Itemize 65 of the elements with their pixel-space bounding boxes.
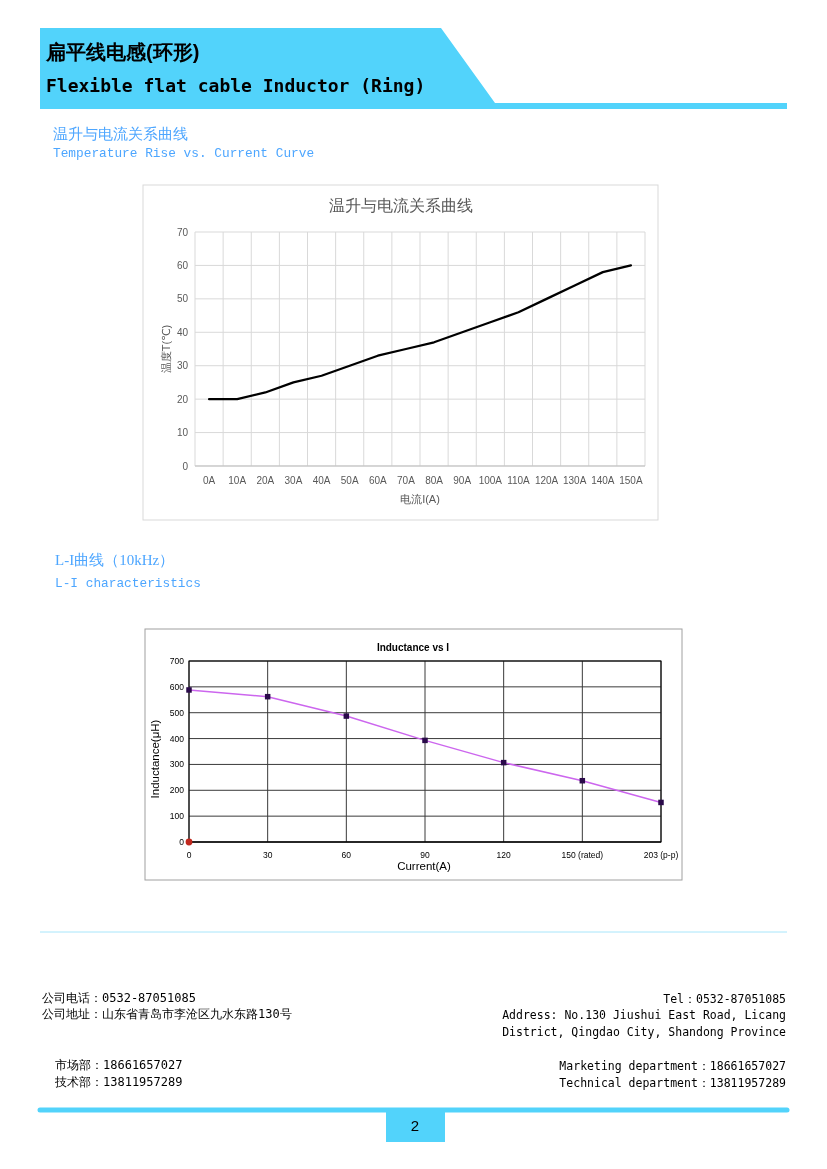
x-tick-label: 100A [478,475,503,486]
text: Flexible flat cable Inductor (Ring) [46,74,426,98]
x-tick-label: 150A [619,475,643,486]
x-tick-label: 120A [534,475,559,486]
x-tick-label: 50A [340,475,359,486]
x-tick-label: 150 (rated) [561,850,604,860]
y-tick-label: 40 [176,326,189,338]
y-tick-label: 300 [169,759,185,770]
text: Marketing department：18661657027 [559,1058,786,1074]
x-tick-label: 120 [496,850,512,860]
x-tick-label: 10A [228,475,247,486]
text: 2 [409,1116,421,1136]
text: 温升与电流关系曲线 [53,125,188,145]
x-tick-label: 30 [262,850,273,860]
y-tick-label: 0 [182,460,189,472]
text: 公司电话：0532-87051085 [42,991,196,1007]
x-axis-title: 电流I(A) [400,493,440,505]
text: Tel：0532-87051085 [663,991,786,1007]
y-tick-label: 30 [176,360,189,372]
x-tick-label: 70A [397,475,416,486]
x-tick-label: 30A [284,475,303,486]
x-tick-label: 60 [341,850,352,860]
text: 扁平线电感(环形) [46,40,200,65]
y-tick-label: 400 [169,733,185,744]
x-tick-label: 110A [507,475,531,486]
text: L-I曲线（10kHz） [55,551,175,571]
y-tick-label: 60 [176,259,189,271]
y-tick-label: 500 [169,707,185,718]
y-tick-label: 70 [176,226,189,238]
x-tick-label: 80A [425,475,444,486]
y-tick-label: 20 [176,393,189,405]
x-tick-label: 40A [312,475,331,486]
y-axis-title: Inductance(μH) [149,719,161,799]
point [658,799,664,806]
x-tick-label: 140A [591,475,615,486]
y-tick-label: 700 [169,655,185,666]
x-tick-label: 90 [420,850,430,860]
x-axis-title: Current(A) [397,860,451,872]
text: L-I characteristics [55,575,201,593]
x-tick-label: 203 (p-p) [643,850,679,860]
x-tick-label: 0A [202,475,216,486]
text: Address: No.130 Jiushui East Road, Licang District, Qingdao City, Shandong Province [501,1007,786,1041]
y-tick-label: 0 [179,836,185,847]
x-tick-label: 20A [256,475,275,486]
y-tick-label: 200 [169,785,185,796]
point [186,687,192,693]
y-tick-label: 600 [169,681,185,692]
chart-title: 温升与电流关系曲线 [329,197,473,214]
y-tick-label: 100 [169,811,185,822]
line-series [207,264,633,401]
x-tick-label: 130A [563,475,587,486]
text: 市场部：18661657027 [55,1058,183,1074]
y-tick-label: 10 [176,427,189,439]
y-tick-label: 50 [176,293,189,305]
text: Temperature Rise vs. Current Curve [53,145,315,163]
x-tick-label: 60A [368,475,388,486]
text: 公司地址：山东省青岛市李沧区九水东路130号 [42,1007,292,1023]
point [422,737,428,744]
text: 技术部：13811957289 [55,1075,183,1091]
chart-title: Inductance vs I [376,642,450,653]
point [185,838,193,846]
x-tick-label: 90A [453,475,472,486]
text: Technical department：13811957289 [559,1075,786,1091]
y-axis-title: 温度T(℃) [160,324,172,374]
point [343,713,350,719]
